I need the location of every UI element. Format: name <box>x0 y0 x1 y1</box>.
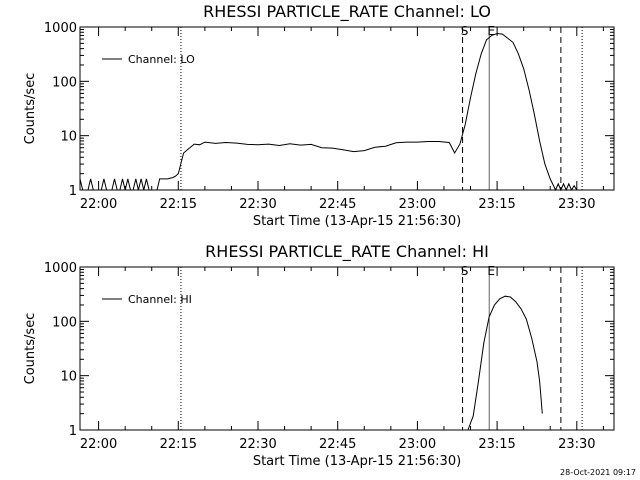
marker-label: E <box>487 24 495 38</box>
timestamp-stamp: 28-Oct-2021 09:17 <box>560 468 636 477</box>
marker-label: S <box>461 264 469 278</box>
x-tick-label: 22:45 <box>319 437 356 452</box>
chart-title: RHESSI PARTICLE_RATE Channel: HI <box>205 242 489 262</box>
chart-title: RHESSI PARTICLE_RATE Channel: LO <box>203 2 491 22</box>
x-tick-label: 22:30 <box>239 437 276 452</box>
x-tick-label: 22:00 <box>80 437 117 452</box>
y-tick-label: 100 <box>52 315 77 330</box>
x-tick-label: 23:15 <box>478 437 515 452</box>
y-axis-label: Counts/sec <box>23 313 38 385</box>
panel-hi: RHESSI PARTICLE_RATE Channel: HI 1 10 100 10… <box>23 242 615 469</box>
plot-frame <box>79 266 615 431</box>
y-tick-label: 100 <box>52 75 77 90</box>
y-tick-label: 1000 <box>44 21 77 36</box>
panel-lo: RHESSI PARTICLE_RATE Channel: LO 1 10 100 10… <box>23 2 615 229</box>
y-tick-label: 10 <box>60 370 77 385</box>
x-tick-label: 22:15 <box>160 437 197 452</box>
x-tick-label: 23:00 <box>399 197 436 212</box>
x-axis-label: Start Time (13-Apr-15 21:56:30) <box>253 214 461 229</box>
series-line <box>79 32 580 192</box>
x-tick-label: 22:15 <box>160 197 197 212</box>
marker-label: S <box>461 24 469 38</box>
x-tick-label: 23:00 <box>399 437 436 452</box>
x-tick-label: 23:15 <box>478 197 515 212</box>
legend-label: Channel: HI <box>128 293 192 306</box>
series-line <box>467 295 543 431</box>
y-tick-label: 1 <box>69 184 77 199</box>
plot-frame <box>79 26 615 191</box>
x-tick-label: 22:30 <box>239 197 276 212</box>
x-axis-label: Start Time (13-Apr-15 21:56:30) <box>253 454 461 469</box>
x-tick-label: 22:00 <box>80 197 117 212</box>
y-tick-label: 1000 <box>44 261 77 276</box>
marker-label: E <box>487 264 495 278</box>
legend-label: Channel: LO <box>128 53 195 66</box>
y-tick-label: 1 <box>69 424 77 439</box>
x-tick-label: 23:30 <box>558 197 595 212</box>
y-axis-label: Counts/sec <box>23 73 38 145</box>
x-tick-label: 23:30 <box>558 437 595 452</box>
y-tick-label: 10 <box>60 130 77 145</box>
x-tick-label: 22:45 <box>319 197 356 212</box>
